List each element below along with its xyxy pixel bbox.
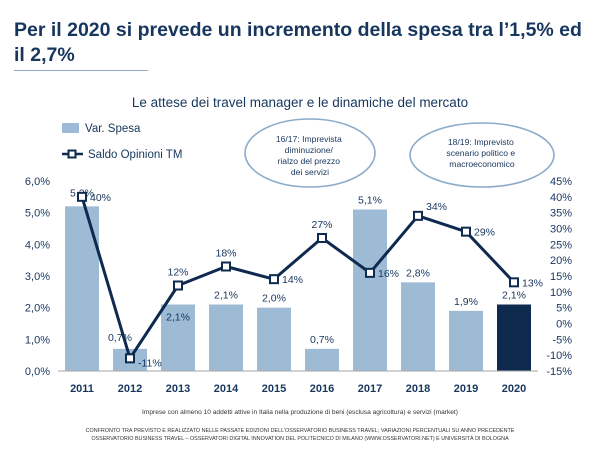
callout-2-line-3: macroeconomico (449, 159, 515, 169)
chart-title: Le attese dei travel manager e le dinami… (132, 95, 468, 110)
line-label-2020: 13% (522, 277, 543, 289)
title-divider (14, 70, 148, 71)
x-tick-label: 2016 (310, 383, 334, 395)
x-tick-label: 2015 (262, 383, 286, 395)
callout-1-text: 16/17: Imprevista diminuzione/ rialzo de… (276, 134, 344, 177)
line-label-2012: -11% (138, 357, 162, 369)
bar-2017 (353, 209, 387, 371)
right-axis: -15% -10% -5% 0% 5% 10% 15% 20% 25% 30% 35% 40% 45% (546, 176, 572, 378)
bar-label-2020: 2,1% (502, 290, 526, 302)
bar-2018 (401, 282, 435, 371)
x-tick-label: 2019 (454, 383, 478, 395)
line-point-2014 (221, 261, 231, 272)
line-label-2013: 12% (167, 267, 188, 279)
page-title: Per il 2020 si prevede un incremento del… (14, 19, 582, 66)
line-label-2019: 29% (474, 227, 495, 239)
x-tick-label: 2020 (502, 383, 526, 395)
right-tick-label: 15% (550, 271, 572, 283)
bar-2019 (449, 310, 483, 371)
bar-2014 (209, 304, 243, 371)
legend-bar-swatch (62, 123, 79, 133)
x-tick-label: 2013 (166, 383, 190, 395)
line-label-2011: 40% (90, 192, 111, 204)
bar-series (65, 206, 531, 371)
bar-2016 (305, 348, 339, 371)
line-point-2012 (125, 353, 135, 364)
line-point-2020 (509, 277, 519, 288)
legend-line-label: Saldo Opinioni TM (88, 149, 182, 161)
bar-2020 (497, 304, 531, 371)
line-series (77, 191, 519, 364)
left-tick-label: 3,0% (25, 271, 50, 283)
line-point-2015 (269, 274, 279, 285)
line-value-labels: 40% -11% 12% 18% 14% 27% 16% 34% 29% 13% (90, 192, 543, 370)
right-tick-label: 5% (556, 303, 572, 315)
line-point-2011 (77, 191, 87, 202)
left-tick-label: 4,0% (25, 239, 50, 251)
right-tick-label: -15% (546, 366, 572, 378)
x-tick-label: 2017 (358, 383, 382, 395)
right-tick-label: 10% (550, 287, 572, 299)
line-label-2014: 18% (215, 248, 236, 260)
callout-2-text: 18/19: Imprevisto scenario politico e ma… (446, 137, 517, 169)
x-tick-label: 2011 (70, 383, 94, 395)
bar-label-2017: 5,1% (358, 195, 382, 207)
chart-footnote: Imprese con almeno 10 addetti attive in … (142, 409, 458, 416)
callout-1-line-4: dei servizi (291, 167, 329, 177)
right-tick-label: 40% (550, 192, 572, 204)
line-label-2015: 14% (282, 274, 303, 286)
right-tick-label: 45% (550, 176, 572, 188)
right-tick-label: -5% (552, 334, 572, 346)
bar-label-2014: 2,1% (214, 290, 238, 302)
line-point-2013 (173, 280, 183, 291)
line-point-2016 (317, 233, 327, 243)
legend-line-marker (67, 149, 77, 159)
callout-2-ellipse (409, 122, 555, 188)
x-tick-label: 2012 (118, 383, 142, 395)
source-note: CONFRONTO TRA PREVISTO E REALIZZATO NELL… (0, 427, 600, 443)
bar-value-labels: 5,2%0,7%2,1%2,1%2,0%0,7%5,1%2,8%1,9%2,1% (70, 187, 526, 346)
right-tick-label: 35% (550, 208, 572, 220)
line-path (80, 196, 516, 360)
bar-2011 (65, 206, 99, 371)
left-tick-label: 1,0% (25, 334, 50, 346)
source-line-1: CONFRONTO TRA PREVISTO E REALIZZATO NELL… (85, 428, 515, 434)
line-label-2018: 34% (426, 201, 447, 213)
bar-2015 (257, 307, 291, 371)
left-axis: 0,0% 1,0% 2,0% 3,0% 4,0% 5,0% 6,0% (25, 176, 50, 378)
line-point-2019 (461, 226, 471, 237)
source-line-2: OSSERVATORIO BUSINESS TRAVEL – OSSERVATO… (91, 436, 509, 442)
left-tick-label: 0,0% (25, 366, 50, 378)
right-tick-label: 30% (550, 224, 572, 236)
left-tick-label: 6,0% (25, 176, 50, 188)
x-tick-label: 2018 (406, 383, 430, 395)
line-label-2016: 27% (311, 219, 332, 231)
callout-2-line-1: 18/19: Imprevisto (448, 137, 514, 147)
bar-label-2012: 0,7% (108, 332, 132, 344)
x-tick-label: 2014 (214, 383, 239, 395)
callout-1-line-2: diminuzione/ (285, 145, 334, 155)
callout-1-line-1: 16/17: Imprevista (276, 134, 342, 144)
bar-label-2016: 0,7% (310, 334, 334, 346)
line-point-2018 (413, 210, 423, 221)
right-tick-label: 20% (550, 255, 572, 267)
line-point-2017 (365, 267, 375, 278)
bar-2013 (161, 304, 195, 371)
bar-label-2018: 2,8% (406, 267, 430, 279)
legend-bar-label: Var. Spesa (85, 123, 141, 135)
bar-label-2013: 2,1% (166, 312, 190, 324)
line-label-2017: 16% (378, 268, 399, 280)
right-tick-label: 0% (556, 319, 572, 331)
bar-label-2015: 2,0% (262, 293, 286, 305)
callout-2-line-2: scenario politico e (446, 148, 515, 158)
bar-label-2019: 1,9% (454, 296, 478, 308)
right-tick-label: -10% (546, 350, 572, 362)
right-tick-label: 25% (550, 239, 572, 251)
callout-1-line-3: rialzo del prezzo (278, 156, 341, 166)
left-tick-label: 5,0% (25, 208, 50, 220)
left-tick-label: 2,0% (25, 303, 50, 315)
x-axis: 2011 2012 2013 2014 2015 2016 2017 2018 2019 2020 (70, 383, 526, 395)
callout-1-ellipse (244, 118, 376, 188)
